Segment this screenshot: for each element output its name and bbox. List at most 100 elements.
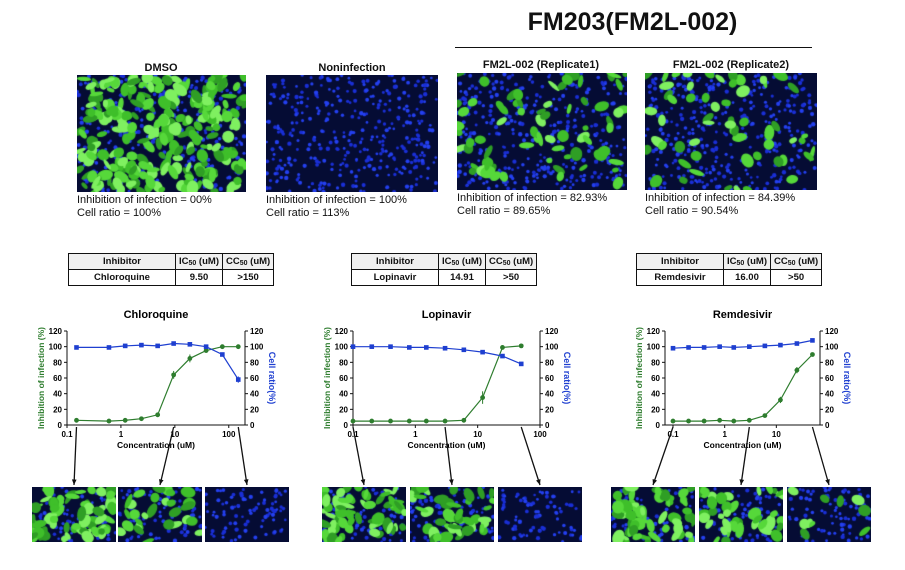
arrow-head <box>158 479 164 485</box>
cell-ratio-point <box>778 342 783 348</box>
pointer-arrow <box>73 426 78 486</box>
right-tick-label: 120 <box>250 327 264 336</box>
panel-title-replicate1: FM2L-002 (Replicate1) <box>482 59 600 71</box>
ic50-value: 14.91 <box>438 269 486 286</box>
arrow-head <box>360 479 366 485</box>
inhibition-point <box>139 416 144 422</box>
thumbnail-canvas <box>699 487 783 542</box>
left-tick-label: 0 <box>344 421 349 430</box>
inhibition-point <box>480 395 486 400</box>
inhibition-point <box>794 367 800 373</box>
inhibitor-name: Remdesivir <box>636 269 724 286</box>
left-tick-label: 60 <box>339 374 348 383</box>
header-inhibitor: Inhibitor <box>68 253 176 270</box>
x-axis-label: Concentration (uM) <box>704 440 782 450</box>
inhibition-caption: Inhibition of infection = 82.93% <box>457 192 608 204</box>
pointer-arrow <box>740 426 750 486</box>
inhibition-caption: Inhibition of infection = 84.39% <box>645 192 796 204</box>
micrograph-dmso <box>77 75 246 192</box>
inhibition-point <box>388 418 393 424</box>
cell-ratio-point <box>762 343 768 349</box>
inhibition-point <box>122 417 128 423</box>
cell-ratio-point <box>518 361 524 367</box>
left-tick-label: 80 <box>53 358 62 367</box>
cell-ratio-point <box>686 345 691 350</box>
left-tick-label: 120 <box>49 327 63 336</box>
cell-ratio-point <box>717 344 722 349</box>
right-tick-label: 100 <box>250 343 264 352</box>
thumbnail-micrograph <box>205 487 289 542</box>
x-tick-label: 100 <box>533 430 547 439</box>
cc50-value: >50 <box>484 269 538 286</box>
inhibition-point <box>442 418 448 424</box>
thumbnail-canvas <box>498 487 582 542</box>
left-tick-label: 80 <box>651 358 660 367</box>
micrograph-replicate2 <box>645 73 817 190</box>
panel-title-noninfection: Noninfection <box>318 62 386 74</box>
thumbnail-canvas <box>787 487 871 542</box>
caption-replicate2: Inhibition of infection = 84.39% Cell ra… <box>645 192 795 218</box>
left-tick-label: 20 <box>339 405 348 414</box>
cell-ratio-point <box>388 344 393 349</box>
pointer-arrow <box>237 426 248 486</box>
right-tick-label: 40 <box>250 390 259 399</box>
thumbnail-micrograph <box>787 487 871 542</box>
right-tick-label: 20 <box>250 405 259 414</box>
micrograph-replicate1 <box>457 73 627 190</box>
right-tick-label: 0 <box>825 421 830 430</box>
thumbnail-micrograph <box>118 487 202 542</box>
pointer-arrow <box>652 426 674 486</box>
left-tick-label: 20 <box>651 405 660 414</box>
left-axis-label: Inhibition of infection (%) <box>36 327 46 429</box>
arrow-head <box>825 479 830 485</box>
left-tick-label: 60 <box>53 374 62 383</box>
arrow-head <box>449 479 454 485</box>
thumbnail-canvas <box>118 487 202 542</box>
right-tick-label: 40 <box>825 390 834 399</box>
right-tick-label: 40 <box>545 390 554 399</box>
right-tick-label: 80 <box>250 358 259 367</box>
ic50-table-lopinavir: Inhibitor IC50 (uM) CC50 (uM) Lopinavir 14.… <box>351 253 538 286</box>
ic50-table-remdesivir: Inhibitor IC50 (uM) CC50 (uM) Remdesivir 16… <box>636 253 823 286</box>
x-tick-label: 1 <box>413 430 418 439</box>
cell-ratio-point <box>442 345 448 351</box>
cell-ratio-point <box>500 353 505 359</box>
right-tick-label: 0 <box>250 421 255 430</box>
chart-title: Chloroquine <box>124 309 189 321</box>
x-tick-label: 1 <box>119 430 124 439</box>
left-tick-label: 100 <box>49 343 63 352</box>
cell-ratio-point <box>369 344 375 349</box>
cell-ratio-caption: Cell ratio = 89.65% <box>457 205 551 217</box>
thumbnail-canvas <box>205 487 289 542</box>
thumbnail-micrograph <box>322 487 406 542</box>
cell-ratio-point <box>220 352 225 357</box>
ic50-table-chloroquine: Inhibitor IC50 (uM) CC50 (uM) Chloroquine 9… <box>68 253 275 286</box>
cell-ratio-point <box>424 345 429 350</box>
pointer-arrow <box>520 426 541 486</box>
header-cc50: CC50 (uM) <box>769 253 823 270</box>
pointer-arrow <box>444 426 453 486</box>
inhibition-point <box>155 412 161 418</box>
right-tick-label: 100 <box>545 343 559 352</box>
panel-title-dmso: DMSO <box>144 62 178 74</box>
right-axis-label: Cell ratio(%) <box>842 352 852 405</box>
cell-ratio-point <box>122 343 128 349</box>
right-tick-label: 80 <box>545 358 554 367</box>
title-underline <box>455 47 812 48</box>
thumbnail-canvas <box>611 487 695 542</box>
left-tick-label: 40 <box>651 390 660 399</box>
left-axis-label: Inhibition of infection (%) <box>634 327 644 429</box>
chart-chloroquine: Chloroquine 0 0 20 20 40 40 60 60 80 80 100 100 120 12… <box>32 309 289 542</box>
inhibition-caption: Inhibition of infection = 100% <box>266 194 407 206</box>
x-tick-label: 10 <box>772 430 781 439</box>
left-tick-label: 40 <box>53 390 62 399</box>
left-tick-label: 120 <box>335 327 349 336</box>
thumbnail-micrograph <box>498 487 582 542</box>
inhibition-point <box>810 352 815 357</box>
cell-ratio-curve <box>76 342 239 380</box>
inhibition-point <box>203 348 209 353</box>
inhibition-point <box>686 418 691 424</box>
thumbnail-micrograph <box>410 487 494 542</box>
cell-ratio-point <box>155 343 160 349</box>
